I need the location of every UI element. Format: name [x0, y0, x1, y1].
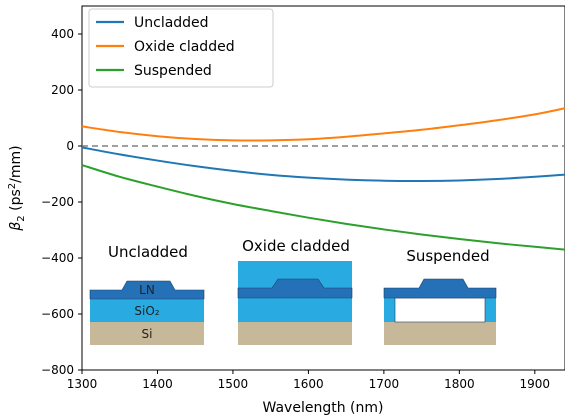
plot-frame — [81, 5, 565, 371]
x-tick-label: 1400 — [142, 377, 173, 391]
x-tick-label: 1500 — [218, 377, 249, 391]
y-axis-label-sub: 2 — [16, 215, 27, 221]
legend-box — [88, 8, 274, 88]
uncladded-si-label: Si — [142, 327, 153, 341]
series-layer — [81, 107, 565, 251]
oxide-ln-layer — [237, 278, 353, 299]
legend-label: Oxide cladded — [134, 39, 235, 55]
inset-suspended-title: Suspended — [406, 247, 489, 265]
y-tick-label: −400 — [41, 251, 74, 265]
x-axis-ticks: 1300 1400 1500 1600 1700 1800 1900 — [67, 370, 550, 391]
inset-oxide-cladded: Oxide cladded — [237, 237, 353, 345]
y-tick-label: −600 — [41, 307, 74, 321]
y-tick-label: 0 — [66, 139, 74, 153]
oxide-si-layer — [238, 322, 352, 345]
x-tick-label: 1700 — [369, 377, 400, 391]
y-tick-label: 200 — [51, 83, 74, 97]
y-tick-label: 400 — [51, 27, 74, 41]
suspended-air-gap — [394, 297, 486, 323]
suspended-right-pillar — [485, 298, 496, 322]
inset-oxide-title: Oxide cladded — [242, 237, 350, 255]
x-tick-label: 1800 — [444, 377, 475, 391]
y-axis-ticks: −800 −600 −400 −200 0 200 400 — [41, 27, 82, 377]
inset-uncladded-title: Uncladded — [108, 243, 188, 261]
uncladded-ln-layer — [89, 280, 205, 300]
uncladded-sio2-label: SiO₂ — [134, 304, 159, 318]
x-axis-label: Wavelength (nm) — [263, 400, 384, 416]
y-axis-label-rest-open: (ps — [8, 189, 24, 215]
x-tick-label: 1300 — [67, 377, 98, 391]
legend: Uncladded Oxide cladded Suspended — [88, 8, 274, 88]
series-line-uncladded — [81, 146, 565, 183]
suspended-ln-layer — [383, 278, 497, 299]
inset-suspended: Suspended — [383, 247, 497, 345]
uncladded-sio2-layer — [90, 299, 204, 322]
y-tick-label: −200 — [41, 195, 74, 209]
suspended-left-pillar — [384, 298, 395, 322]
y-axis-label-main: β — [8, 222, 24, 232]
uncladded-si-layer — [90, 322, 204, 345]
y-axis-label-rest-close: /mm) — [8, 145, 24, 182]
uncladded-ln-label: LN — [139, 283, 155, 297]
y-axis-label-sup: 2 — [7, 183, 18, 189]
y-tick-label: −800 — [41, 363, 74, 377]
y-axis-label: β2 (ps2/mm) — [7, 145, 27, 231]
series-line-oxide-cladded — [81, 107, 565, 142]
legend-label: Uncladded — [134, 15, 209, 31]
suspended-si-layer — [384, 322, 496, 345]
x-tick-label: 1600 — [293, 377, 324, 391]
series-line-suspended — [81, 164, 565, 251]
x-tick-label: 1900 — [520, 377, 551, 391]
legend-label: Suspended — [134, 63, 212, 79]
inset-uncladded: Uncladded LN SiO₂ Si — [89, 243, 205, 345]
